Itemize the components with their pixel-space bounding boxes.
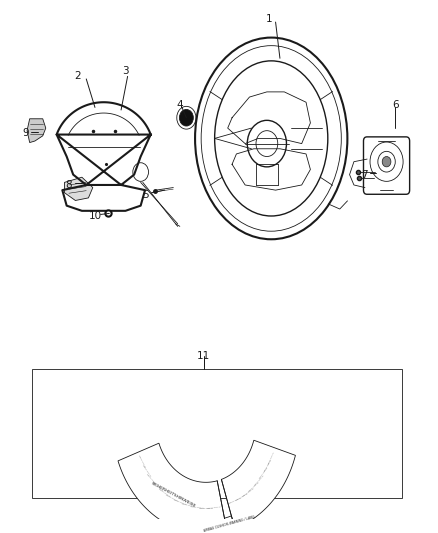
Text: ——————: —————— bbox=[247, 480, 261, 493]
Text: 6: 6 bbox=[392, 100, 399, 110]
Text: 11: 11 bbox=[197, 351, 210, 361]
Text: ——————: —————— bbox=[198, 506, 213, 510]
Text: ——————: —————— bbox=[190, 505, 205, 511]
Text: ——————: —————— bbox=[253, 473, 266, 487]
Text: ——————: —————— bbox=[145, 472, 158, 486]
Text: ——————: —————— bbox=[151, 480, 165, 493]
Text: 5: 5 bbox=[142, 190, 148, 200]
Text: 8: 8 bbox=[66, 180, 72, 190]
Text: ——————: —————— bbox=[263, 458, 274, 473]
Text: SICHERHEITSHINWEISE: SICHERHEITSHINWEISE bbox=[151, 482, 197, 508]
Text: ——————: —————— bbox=[227, 496, 243, 506]
Text: 4: 4 bbox=[177, 100, 183, 110]
Text: 2: 2 bbox=[74, 71, 81, 82]
Bar bbox=[32, 368, 402, 498]
Text: ——————: —————— bbox=[241, 486, 255, 498]
Text: ——————: —————— bbox=[141, 463, 152, 478]
Polygon shape bbox=[224, 516, 235, 531]
Text: ——————: —————— bbox=[258, 466, 270, 480]
Circle shape bbox=[180, 109, 193, 126]
Text: ——————: —————— bbox=[267, 450, 276, 465]
Polygon shape bbox=[222, 440, 295, 529]
Text: 9: 9 bbox=[22, 128, 28, 138]
Text: ——————: —————— bbox=[137, 454, 147, 469]
Polygon shape bbox=[64, 177, 93, 200]
Text: ——————: —————— bbox=[207, 505, 223, 511]
Text: ——————: —————— bbox=[234, 491, 249, 502]
Circle shape bbox=[382, 157, 391, 167]
Text: AIRBAG CUSHION WARNING / LABEL: AIRBAG CUSHION WARNING / LABEL bbox=[203, 514, 256, 532]
Text: 7: 7 bbox=[361, 169, 368, 180]
Text: ——————: —————— bbox=[181, 502, 196, 510]
Text: ——————: —————— bbox=[173, 498, 188, 507]
Polygon shape bbox=[27, 119, 46, 142]
Text: 3: 3 bbox=[122, 66, 129, 76]
Text: 10: 10 bbox=[88, 211, 102, 221]
Text: ——————: —————— bbox=[165, 493, 180, 504]
Text: ——————: —————— bbox=[158, 487, 172, 499]
Polygon shape bbox=[118, 443, 227, 533]
Text: 1: 1 bbox=[266, 14, 272, 25]
